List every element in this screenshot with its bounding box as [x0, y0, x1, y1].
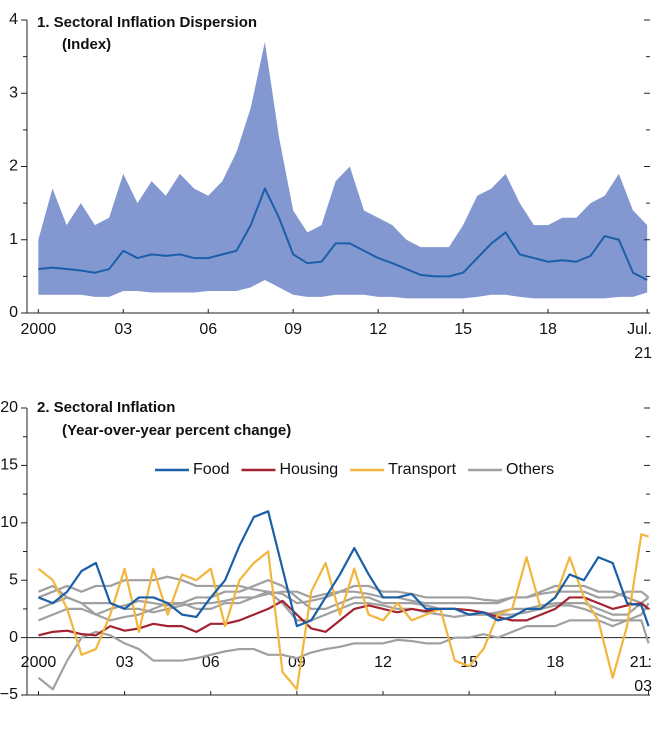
y-tick-label: 2 [9, 158, 18, 175]
chart-subtitle: (Index) [62, 36, 111, 53]
range-band [38, 41, 648, 299]
legend-label: Others [506, 461, 554, 478]
x-tick-label: 15 [460, 654, 478, 671]
y-tick-label: 15 [0, 457, 18, 474]
x-tick-label: 09 [284, 321, 302, 338]
chart-subtitle: (Year-over-year percent change) [62, 422, 291, 439]
x-tick-label: 18 [539, 321, 557, 338]
legend-label: Housing [279, 461, 338, 478]
series-line [38, 510, 650, 628]
legend-label: Food [193, 461, 229, 478]
x-tick-label: 12 [369, 321, 387, 338]
series-line [38, 596, 650, 637]
x-tick-label: 03 [114, 321, 132, 338]
x-tick-label: 2000 [21, 321, 57, 338]
y-tick-label: 1 [9, 231, 18, 248]
x-tick-label: Jul. 21 [627, 321, 652, 362]
x-tick-label: 12 [374, 654, 392, 671]
series-line [37, 619, 650, 691]
x-tick-label: 15 [454, 321, 472, 338]
chart-title: 2. Sectoral Inflation [37, 399, 175, 416]
legend-label: Transport [388, 461, 456, 478]
x-tick-label: 06 [199, 321, 217, 338]
chart-title: 1. Sectoral Inflation Dispersion [37, 14, 257, 31]
y-tick-label: 4 [9, 11, 18, 28]
y-tick-label: 5 [9, 571, 18, 588]
x-tick-label: 06 [202, 654, 220, 671]
y-tick-label: −5 [0, 686, 18, 703]
y-tick-label: 0 [9, 304, 18, 321]
y-tick-label: 3 [9, 84, 18, 101]
series-line [38, 579, 650, 616]
y-tick-label: 20 [0, 399, 18, 416]
x-tick-label: 21: 03 [630, 654, 652, 695]
x-tick-label: 18 [546, 654, 564, 671]
series-line [38, 590, 650, 622]
y-tick-label: 10 [0, 514, 18, 531]
x-tick-label: 03 [116, 654, 134, 671]
series-line [38, 187, 648, 281]
x-tick-label: 2000 [21, 654, 57, 671]
y-tick-label: 0 [9, 629, 18, 646]
